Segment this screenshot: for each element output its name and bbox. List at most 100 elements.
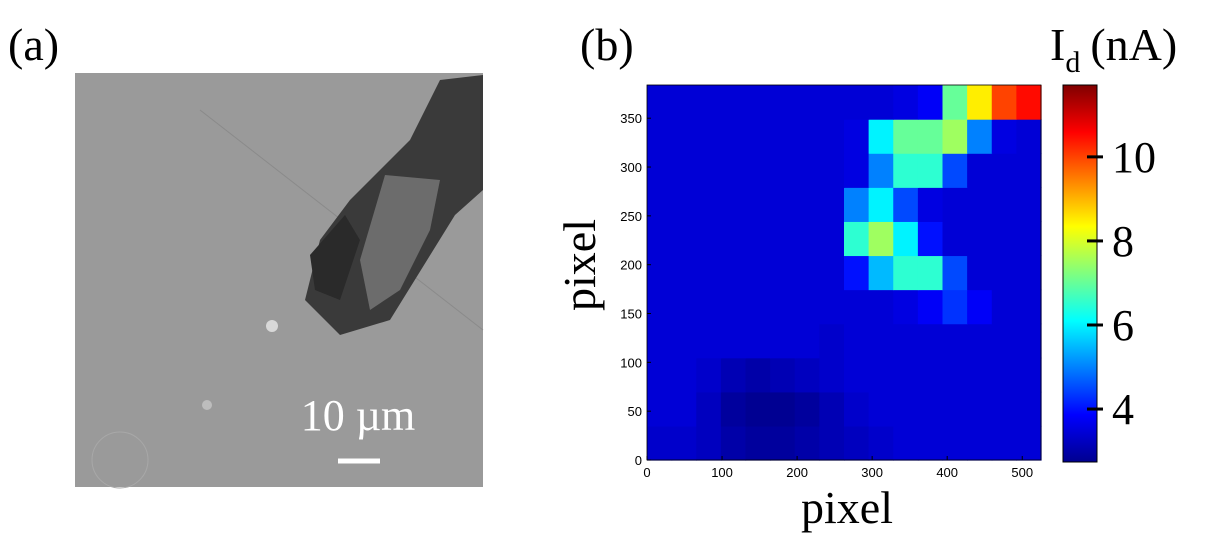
heatmap-cell xyxy=(844,221,870,257)
heatmap-cell xyxy=(720,119,747,154)
heatmap-cell xyxy=(991,255,1017,291)
heatmap-cell xyxy=(991,119,1017,154)
heatmap-cell xyxy=(917,119,944,154)
heatmap-cell xyxy=(720,255,747,291)
heatmap-cell xyxy=(696,391,722,427)
heatmap-cell xyxy=(647,119,673,154)
heatmap-cell xyxy=(917,391,944,427)
x-tick-label: 500 xyxy=(1011,465,1033,480)
x-tick-label: 200 xyxy=(786,465,808,480)
heatmap-cell xyxy=(868,255,894,291)
heatmap-cell xyxy=(868,153,894,188)
heatmap-cell xyxy=(671,357,697,393)
y-tick-label: 100 xyxy=(620,355,642,370)
heatmap-cell xyxy=(671,119,697,154)
heatmap-cell xyxy=(917,221,944,257)
heatmap-cell xyxy=(647,357,673,393)
heatmap-cell xyxy=(770,323,796,359)
heatmap-cell xyxy=(893,357,919,393)
y-tick-label: 150 xyxy=(620,307,642,322)
heatmap-cell xyxy=(720,323,747,359)
heatmap-cell xyxy=(868,323,894,359)
heatmap-cell xyxy=(647,289,673,325)
heatmap-cell xyxy=(844,255,870,291)
heatmap-cell xyxy=(794,85,820,120)
heatmap-cell xyxy=(1016,187,1042,222)
heatmap-cell xyxy=(967,289,993,325)
x-tick-label: 400 xyxy=(936,465,958,480)
heatmap-cell xyxy=(893,391,919,427)
heatmap-cell xyxy=(745,255,771,291)
heatmap-cell xyxy=(745,153,771,188)
heatmap-cell xyxy=(745,323,771,359)
colorbar-tick-label: 8 xyxy=(1112,217,1134,266)
heatmap-cell xyxy=(720,187,747,222)
heatmap-cell xyxy=(770,187,796,222)
heatmap-cell xyxy=(819,153,845,188)
y-tick-label: 200 xyxy=(620,258,642,273)
heatmap-cell xyxy=(942,357,968,393)
heatmap-cell xyxy=(942,255,968,291)
unit: (nA) xyxy=(1090,19,1177,70)
heatmap-cell xyxy=(942,323,968,359)
heatmap-cell xyxy=(967,357,993,393)
heatmap-cell xyxy=(893,289,919,325)
heatmap-cell xyxy=(720,425,747,461)
heatmap-cell xyxy=(696,187,722,222)
heatmap-cell xyxy=(917,323,944,359)
symbol: I xyxy=(1050,19,1065,70)
heatmap-cell xyxy=(696,85,722,120)
y-tick-label: 0 xyxy=(635,453,642,468)
heatmap-cell xyxy=(647,391,673,427)
heatmap-cell xyxy=(671,85,697,120)
heatmap-cell xyxy=(868,119,894,154)
heatmap-cell xyxy=(844,391,870,427)
heatmap-cell xyxy=(868,391,894,427)
heatmap-cell xyxy=(991,391,1017,427)
heatmap-cell xyxy=(819,85,845,120)
heatmap-cell xyxy=(647,85,673,120)
heatmap-cell xyxy=(819,255,845,291)
y-tick-label: 50 xyxy=(628,404,642,419)
colorbar-tick-label: 4 xyxy=(1112,385,1134,434)
heatmap-cell xyxy=(696,357,722,393)
panel-label: (a) xyxy=(8,19,59,70)
heatmap-cell xyxy=(893,255,919,291)
heatmap-cell xyxy=(794,425,820,461)
heatmap-cell xyxy=(720,221,747,257)
plot-frame xyxy=(646,84,1042,461)
heatmap-cell xyxy=(720,85,747,120)
heatmap-cell xyxy=(1016,119,1042,154)
heatmap-cell xyxy=(671,289,697,325)
heatmap-cell xyxy=(770,357,796,393)
heatmap-cell xyxy=(1016,153,1042,188)
heatmap-cell xyxy=(844,119,870,154)
heatmap-cell xyxy=(1016,425,1042,461)
heatmap-cell xyxy=(819,391,845,427)
heatmap-cell xyxy=(967,255,993,291)
heatmap-cell xyxy=(794,391,820,427)
heatmap-cell xyxy=(967,119,993,154)
heatmap-cell xyxy=(844,85,870,120)
panel-label: (b) xyxy=(580,19,634,70)
heatmap-cell xyxy=(671,255,697,291)
heatmap-cell xyxy=(696,323,722,359)
y-axis-label: pixel xyxy=(554,219,605,311)
heatmap-cell xyxy=(720,357,747,393)
heatmap-cell xyxy=(991,153,1017,188)
heatmap-cell xyxy=(942,187,968,222)
colorbar-tick-label: 10 xyxy=(1112,133,1156,182)
heatmap-cell xyxy=(844,323,870,359)
heatmap-cell xyxy=(868,289,894,325)
heatmap-cell xyxy=(770,289,796,325)
heatmap-cell xyxy=(671,323,697,359)
heatmap-cell xyxy=(770,391,796,427)
heatmap-cell xyxy=(991,187,1017,222)
heatmap-cell xyxy=(844,425,870,461)
heatmap-cell xyxy=(991,289,1017,325)
heatmap-cell xyxy=(967,187,993,222)
heatmap-cell xyxy=(819,289,845,325)
heatmap-cell xyxy=(844,153,870,188)
heatmap-cell xyxy=(844,289,870,325)
heatmap-cell xyxy=(745,425,771,461)
